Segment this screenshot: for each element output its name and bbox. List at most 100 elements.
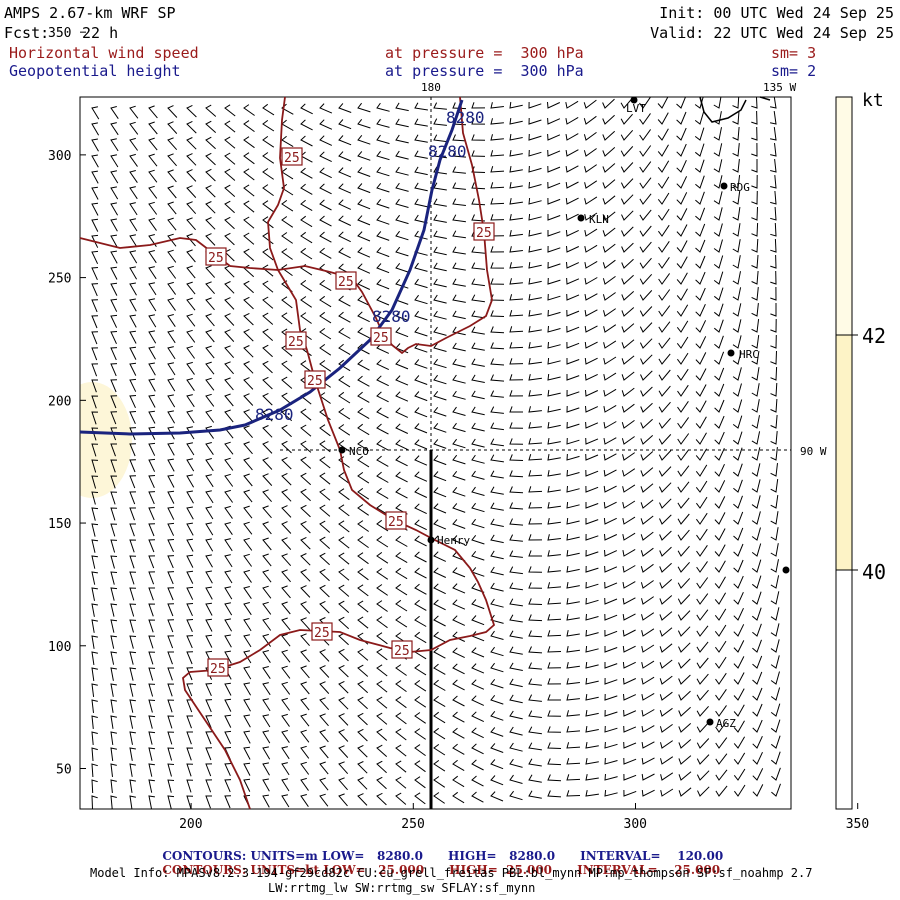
wind-barb — [338, 327, 351, 339]
wind-barb — [205, 377, 215, 391]
wind-barb — [243, 152, 255, 165]
wind-barb — [243, 634, 252, 648]
wind-barb — [91, 363, 99, 377]
wind-barb — [338, 247, 351, 259]
wind-barb — [658, 369, 671, 381]
wind-barb — [452, 615, 466, 626]
wind-barb — [414, 310, 428, 321]
wind-barb — [696, 657, 709, 669]
wind-barb — [622, 629, 636, 637]
wind-barb — [376, 166, 390, 177]
wind-barb — [751, 591, 762, 605]
wind-barb — [129, 411, 137, 425]
x-tick-label: 350 — [846, 817, 869, 832]
wind-barb — [129, 507, 136, 521]
wind-barb — [243, 200, 255, 213]
wind-barb — [414, 278, 428, 289]
wind-barb — [338, 231, 351, 243]
wind-barb — [186, 297, 196, 311]
wind-barb — [395, 262, 409, 273]
wind-barb — [770, 97, 777, 109]
wind-barb — [281, 649, 291, 663]
wind-barb — [414, 326, 428, 337]
height-label-1: 8280 — [255, 405, 294, 424]
wind-barb — [281, 713, 290, 727]
station-marker-agz — [706, 718, 714, 726]
wind-barb — [300, 135, 313, 147]
wind-barb — [733, 752, 746, 765]
wind-barb — [713, 111, 722, 125]
wind-barb — [471, 502, 485, 513]
wind-barb — [319, 183, 332, 195]
wind-barb — [490, 150, 505, 157]
wind-barb — [641, 789, 655, 797]
wind-barb — [528, 710, 542, 718]
station-label-kln: KLN — [589, 213, 609, 226]
wind-barb — [338, 135, 352, 146]
wind-barb — [395, 134, 409, 144]
wind-barb — [713, 127, 722, 141]
wind-barb — [262, 553, 272, 567]
wind-barb — [695, 352, 707, 365]
wind-barb — [262, 360, 273, 374]
wind-barb — [205, 747, 213, 761]
wind-barb — [395, 182, 409, 192]
wind-barb — [262, 650, 271, 663]
wind-barb — [471, 663, 485, 674]
wind-barb — [583, 131, 597, 141]
wind-barb — [300, 569, 311, 582]
wind-barb — [129, 539, 137, 553]
wind-barb — [490, 470, 504, 479]
wind-barb — [623, 709, 637, 717]
wind-barb — [490, 582, 504, 592]
wind-barb — [414, 471, 428, 482]
wind-barb — [713, 319, 724, 333]
wind-barb — [110, 779, 117, 793]
wind-barb — [770, 623, 780, 637]
wind-barb — [471, 406, 485, 416]
wind-barb — [243, 425, 253, 439]
wind-barb — [471, 711, 485, 723]
wind-barb — [110, 298, 118, 312]
wind-barb — [602, 292, 616, 301]
wind-barb — [167, 490, 175, 504]
wind-barb — [620, 146, 634, 157]
wind-barb — [281, 489, 292, 502]
wind-barb — [338, 391, 351, 404]
wind-barb — [714, 528, 726, 541]
y-tick-label: 200 — [48, 394, 71, 409]
wind-barb — [110, 667, 117, 681]
wind-barb — [319, 552, 330, 566]
wind-barb — [205, 265, 216, 278]
wind-barb — [471, 422, 485, 432]
wind-barb — [186, 442, 195, 456]
wind-barb — [640, 515, 654, 525]
y-tick-label: 100 — [48, 640, 71, 655]
wind-barb — [91, 106, 100, 120]
speed-contour-25 — [79, 96, 493, 355]
colorbar-band-upper — [836, 97, 852, 335]
wind-barb — [566, 245, 580, 253]
wind-barb — [186, 570, 194, 584]
wind-barb — [319, 745, 329, 759]
wind-barb — [300, 761, 310, 775]
wind-barb — [129, 427, 137, 441]
wind-barb — [148, 346, 156, 360]
wind-barb — [205, 715, 213, 729]
wind-barb — [395, 375, 409, 386]
wind-barb — [509, 470, 524, 478]
wind-barb — [547, 534, 561, 541]
wind-barb — [585, 726, 599, 733]
wind-barb — [639, 161, 652, 173]
wind-barb — [547, 502, 561, 509]
legend-height-units: UNITS=m — [250, 849, 318, 863]
wind-barb — [357, 520, 369, 532]
wind-barb — [732, 367, 742, 381]
wind-barb — [639, 241, 652, 253]
wind-barb — [243, 216, 255, 229]
station-label-lvt: LVT — [626, 102, 646, 115]
wind-barb — [224, 473, 234, 487]
wind-barb — [148, 731, 156, 745]
wind-barb — [528, 373, 542, 381]
wind-barb — [110, 555, 118, 569]
